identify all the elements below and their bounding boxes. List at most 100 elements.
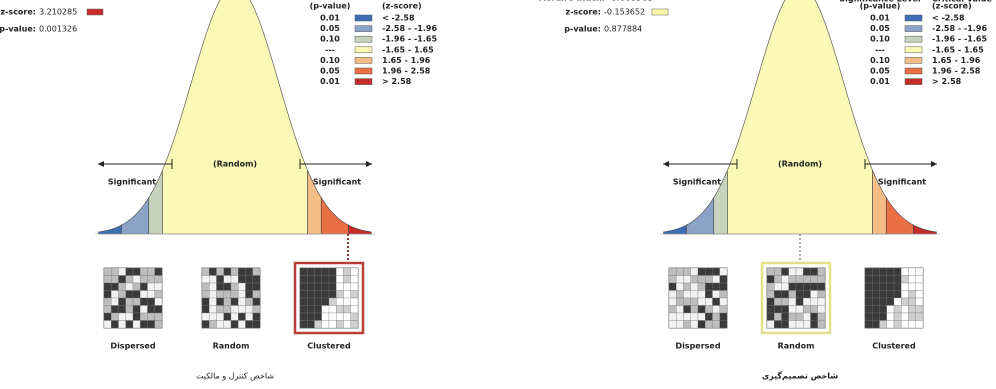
map-cell — [810, 282, 818, 291]
legend-header: (p-value) — [860, 2, 901, 11]
map-cell — [676, 320, 684, 329]
map-cell — [712, 282, 720, 291]
map-cell — [328, 267, 337, 276]
map-cell — [690, 275, 699, 284]
map-cell — [705, 320, 713, 329]
map-cell — [321, 320, 330, 329]
map-cell — [299, 267, 308, 276]
highlight-frame — [293, 261, 365, 335]
z-swatch — [651, 8, 669, 16]
map-cell — [901, 305, 909, 314]
map-cell — [216, 282, 224, 291]
map-cell — [712, 320, 720, 329]
map-cell — [201, 305, 210, 314]
map-cell — [915, 282, 924, 291]
map-cell — [817, 312, 826, 321]
map-cell — [252, 267, 261, 276]
map-cell — [223, 282, 232, 291]
map-cell — [690, 305, 699, 314]
map-cell — [719, 290, 728, 299]
legend-z: 1.96 - 2.58 — [382, 67, 431, 76]
map-cell — [336, 312, 344, 321]
map-cell — [343, 290, 351, 299]
map-label: Clustered — [872, 342, 916, 351]
map-cell — [336, 290, 344, 299]
map-cell — [125, 290, 134, 299]
map-cell — [252, 282, 261, 291]
p-value-label: p-value: — [0, 25, 36, 34]
map-cell — [147, 297, 155, 306]
map-cell — [810, 275, 818, 284]
map-cell — [140, 297, 148, 306]
map-cell — [886, 305, 895, 314]
map-cell — [314, 282, 322, 291]
legend-p: 0.05 — [870, 67, 890, 76]
map-cell — [766, 282, 775, 291]
z-swatch — [86, 8, 104, 16]
map-cell — [147, 282, 155, 291]
map-cell — [132, 275, 141, 284]
map-cell — [154, 312, 163, 321]
map-cell — [154, 297, 163, 306]
map-cell — [774, 275, 782, 284]
legend-p: 0.01 — [320, 14, 340, 23]
legend-title: Significance Level — [839, 0, 921, 4]
map-cell — [712, 275, 720, 284]
map-cell — [668, 305, 677, 314]
map-cell — [216, 312, 224, 321]
map-cell — [343, 312, 351, 321]
curve-region — [348, 224, 372, 235]
map-cell — [697, 282, 706, 291]
legend-header: (p-value) — [310, 2, 351, 11]
map-cell — [230, 312, 239, 321]
map-cell — [238, 282, 246, 291]
legend-p: 0.01 — [870, 77, 890, 86]
map-cell — [118, 290, 126, 299]
map-cell — [299, 290, 308, 299]
map-cell — [864, 282, 873, 291]
map-cell — [915, 275, 924, 284]
map-cell — [336, 267, 344, 276]
map-cell — [915, 267, 924, 276]
map-cell — [879, 320, 887, 329]
map-cell — [201, 320, 210, 329]
map-cell — [321, 305, 330, 314]
map-cell — [901, 297, 909, 306]
map-cell — [788, 275, 797, 284]
map-cell — [103, 297, 112, 306]
map-cell — [201, 297, 210, 306]
map-cell — [118, 297, 126, 306]
curve-region — [686, 196, 715, 235]
map-cell — [810, 320, 818, 329]
map-cell — [788, 320, 797, 329]
map-cell — [132, 312, 141, 321]
curve-region — [320, 196, 349, 235]
map-cell — [245, 297, 253, 306]
map-cell — [712, 297, 720, 306]
curve-region — [307, 170, 322, 235]
map-cell — [238, 267, 246, 276]
map-cell — [774, 290, 782, 299]
arrow-head — [366, 161, 372, 167]
map-cell — [690, 267, 699, 276]
map-cell — [209, 305, 217, 314]
map-cell — [719, 320, 728, 329]
legend-swatch — [354, 14, 373, 22]
map-cell — [299, 275, 308, 284]
map-cell — [788, 267, 797, 276]
map-cell — [872, 290, 880, 299]
map-cell — [683, 305, 691, 314]
map-cell — [705, 267, 713, 276]
map-cell — [879, 290, 887, 299]
map-cell — [817, 275, 826, 284]
map-cell — [140, 282, 148, 291]
map-cell — [223, 312, 232, 321]
significant: Significant — [108, 178, 156, 187]
legend-z: < -2.58 — [382, 14, 415, 23]
map-cell — [252, 305, 261, 314]
map-cell — [872, 312, 880, 321]
map-cell — [132, 267, 141, 276]
map-cell — [118, 312, 126, 321]
map-cell — [140, 267, 148, 276]
